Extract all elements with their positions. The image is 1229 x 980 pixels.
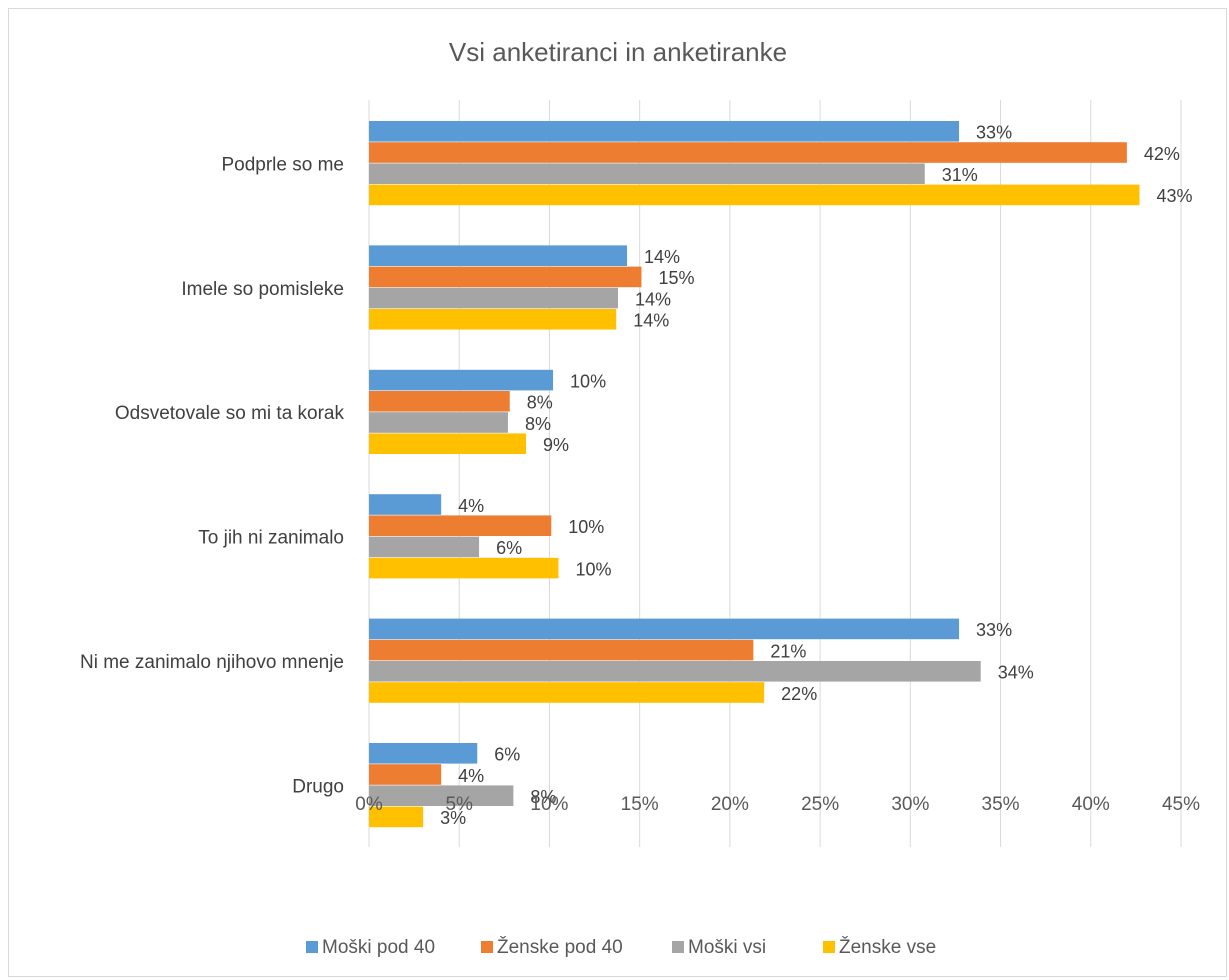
- data-label: 34%: [998, 663, 1034, 683]
- data-label: 6%: [494, 745, 520, 765]
- data-label: 8%: [530, 787, 556, 807]
- bar: [369, 391, 510, 412]
- data-label: 42%: [1144, 144, 1180, 164]
- bar: [369, 266, 642, 288]
- bar: [369, 618, 960, 640]
- legend-swatch: [672, 941, 684, 953]
- gridlines: [368, 100, 1182, 847]
- data-label: 3%: [440, 808, 466, 828]
- bar: [369, 806, 424, 828]
- data-label: 9%: [543, 435, 569, 455]
- chart-title: Vsi anketiranci in anketiranke: [449, 37, 787, 67]
- x-tick-label: 25%: [801, 794, 839, 815]
- bar: [369, 557, 559, 579]
- bar: [369, 661, 981, 682]
- legend-swatch: [481, 941, 493, 953]
- bar: [369, 412, 508, 433]
- data-label: 6%: [496, 538, 522, 558]
- x-tick-label: 35%: [982, 794, 1020, 815]
- category-label: To jih ni zanimalo: [198, 528, 344, 549]
- category-label: Drugo: [292, 776, 344, 797]
- data-label: 8%: [525, 414, 551, 434]
- legend-swatch: [306, 941, 318, 953]
- data-label: 10%: [570, 371, 606, 391]
- bars: 33%42%31%43%14%15%14%14%10%8%8%9%4%10%6%…: [369, 121, 1193, 828]
- data-label: 33%: [976, 123, 1012, 143]
- category-label: Imele so pomisleke: [181, 279, 344, 300]
- data-label: 8%: [527, 393, 553, 413]
- x-tick-label: 10%: [530, 794, 568, 815]
- bar: [369, 515, 552, 536]
- x-tick-label: 40%: [1072, 794, 1110, 815]
- x-tick-label: 30%: [891, 794, 929, 815]
- bar: [369, 764, 442, 785]
- x-tick-label: 20%: [711, 794, 749, 815]
- bar: [369, 121, 960, 142]
- data-label: 31%: [942, 165, 978, 185]
- legend-label: Ženske vse: [839, 936, 936, 958]
- data-label: 21%: [770, 641, 806, 661]
- bar: [369, 682, 765, 703]
- category-label: Podprle so me: [221, 154, 344, 175]
- data-label: 43%: [1156, 186, 1192, 206]
- data-label: 22%: [781, 684, 817, 704]
- bar: [369, 142, 1127, 163]
- category-label: Ni me zanimalo njihovo mnenje: [80, 652, 344, 673]
- legend: Moški pod 40 Ženske pod 40 Moški vsi Ženske…: [306, 936, 936, 958]
- category-labels: Podprle so me Imele so pomisleke Odsvetova…: [80, 154, 345, 797]
- bar: [369, 245, 628, 266]
- bar: [369, 785, 514, 806]
- data-label: 10%: [575, 559, 611, 579]
- bar: [369, 163, 925, 184]
- bar: [369, 184, 1140, 206]
- bar: [369, 309, 617, 330]
- legend-label: Moški pod 40: [322, 937, 435, 958]
- data-label: 14%: [633, 311, 669, 331]
- x-tick-label: 0%: [355, 794, 383, 815]
- data-label: 10%: [568, 517, 604, 537]
- x-tick-label: 45%: [1162, 794, 1200, 815]
- bar: [369, 287, 619, 309]
- x-tick-label: 5%: [445, 794, 473, 815]
- data-label: 14%: [635, 289, 671, 309]
- legend-swatch: [823, 941, 835, 953]
- bar: [369, 536, 480, 558]
- x-tick-label: 15%: [621, 794, 659, 815]
- data-label: 4%: [458, 496, 484, 516]
- bar: [369, 743, 478, 764]
- data-label: 14%: [644, 247, 680, 267]
- bar: [369, 433, 526, 454]
- x-tick-labels: 0% 5% 10% 15% 20% 25% 30% 35% 40% 45%: [355, 794, 1200, 815]
- bar: [369, 494, 442, 515]
- bar: [369, 639, 754, 661]
- data-label: 15%: [658, 268, 694, 288]
- legend-label: Ženske pod 40: [497, 936, 623, 958]
- data-label: 33%: [976, 620, 1012, 640]
- data-label: 4%: [458, 766, 484, 786]
- legend-label: Moški vsi: [688, 937, 766, 958]
- bar: [369, 369, 554, 391]
- category-label: Odsvetovale so mi ta korak: [115, 403, 345, 424]
